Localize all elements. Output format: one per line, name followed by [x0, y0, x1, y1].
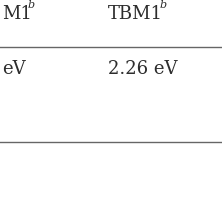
- Text: b: b: [28, 0, 35, 10]
- Text: eV: eV: [2, 60, 26, 78]
- Text: TBM1: TBM1: [108, 5, 163, 23]
- Text: b: b: [160, 0, 167, 10]
- Text: M1: M1: [2, 5, 32, 23]
- Text: 2.26 eV: 2.26 eV: [108, 60, 178, 78]
